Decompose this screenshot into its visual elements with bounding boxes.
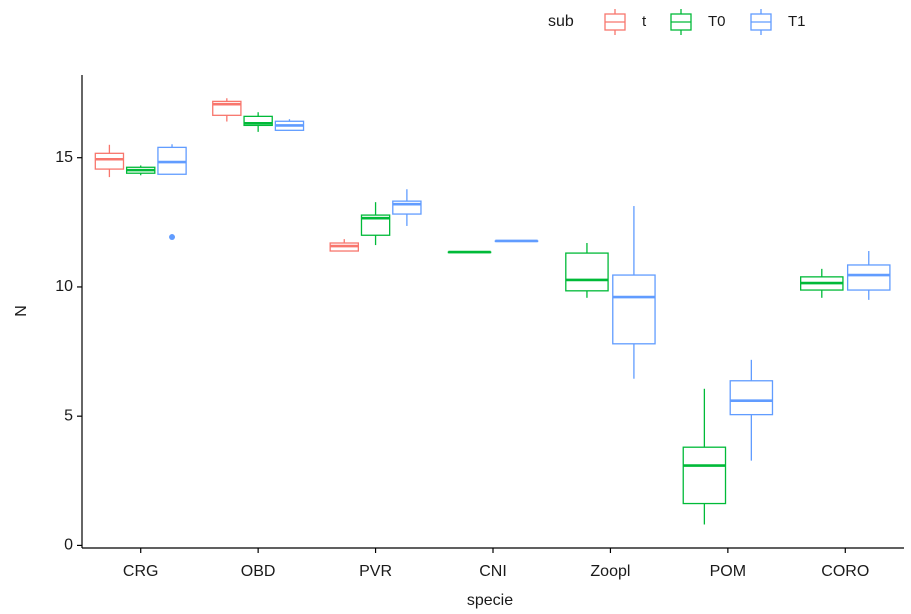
outlier	[169, 234, 176, 241]
y-tick-label: 5	[64, 407, 73, 424]
x-tick-label: CRG	[123, 563, 159, 580]
box	[360, 214, 391, 236]
x-tick-label: CORO	[821, 563, 869, 580]
y-tick-label: 10	[55, 278, 73, 295]
box	[682, 446, 727, 505]
y-tick-label: 15	[55, 149, 73, 166]
x-tick-label: POM	[710, 563, 746, 580]
legend-label: T0	[708, 13, 726, 30]
x-tick-label: CNI	[479, 563, 507, 580]
box	[94, 152, 125, 170]
x-tick-label: OBD	[241, 563, 276, 580]
legend-title: sub	[548, 13, 574, 30]
box	[729, 380, 774, 416]
legend-label: t	[642, 13, 647, 30]
box	[612, 274, 656, 345]
legend-label: T1	[788, 13, 806, 30]
x-tick-label: PVR	[359, 563, 392, 580]
x-tick-label: Zoopl	[590, 563, 630, 580]
y-tick-label: 0	[64, 537, 73, 554]
box	[846, 264, 891, 291]
box	[243, 115, 273, 127]
y-axis-label: N	[13, 305, 30, 317]
box	[565, 252, 609, 292]
x-axis-label: specie	[467, 592, 513, 609]
